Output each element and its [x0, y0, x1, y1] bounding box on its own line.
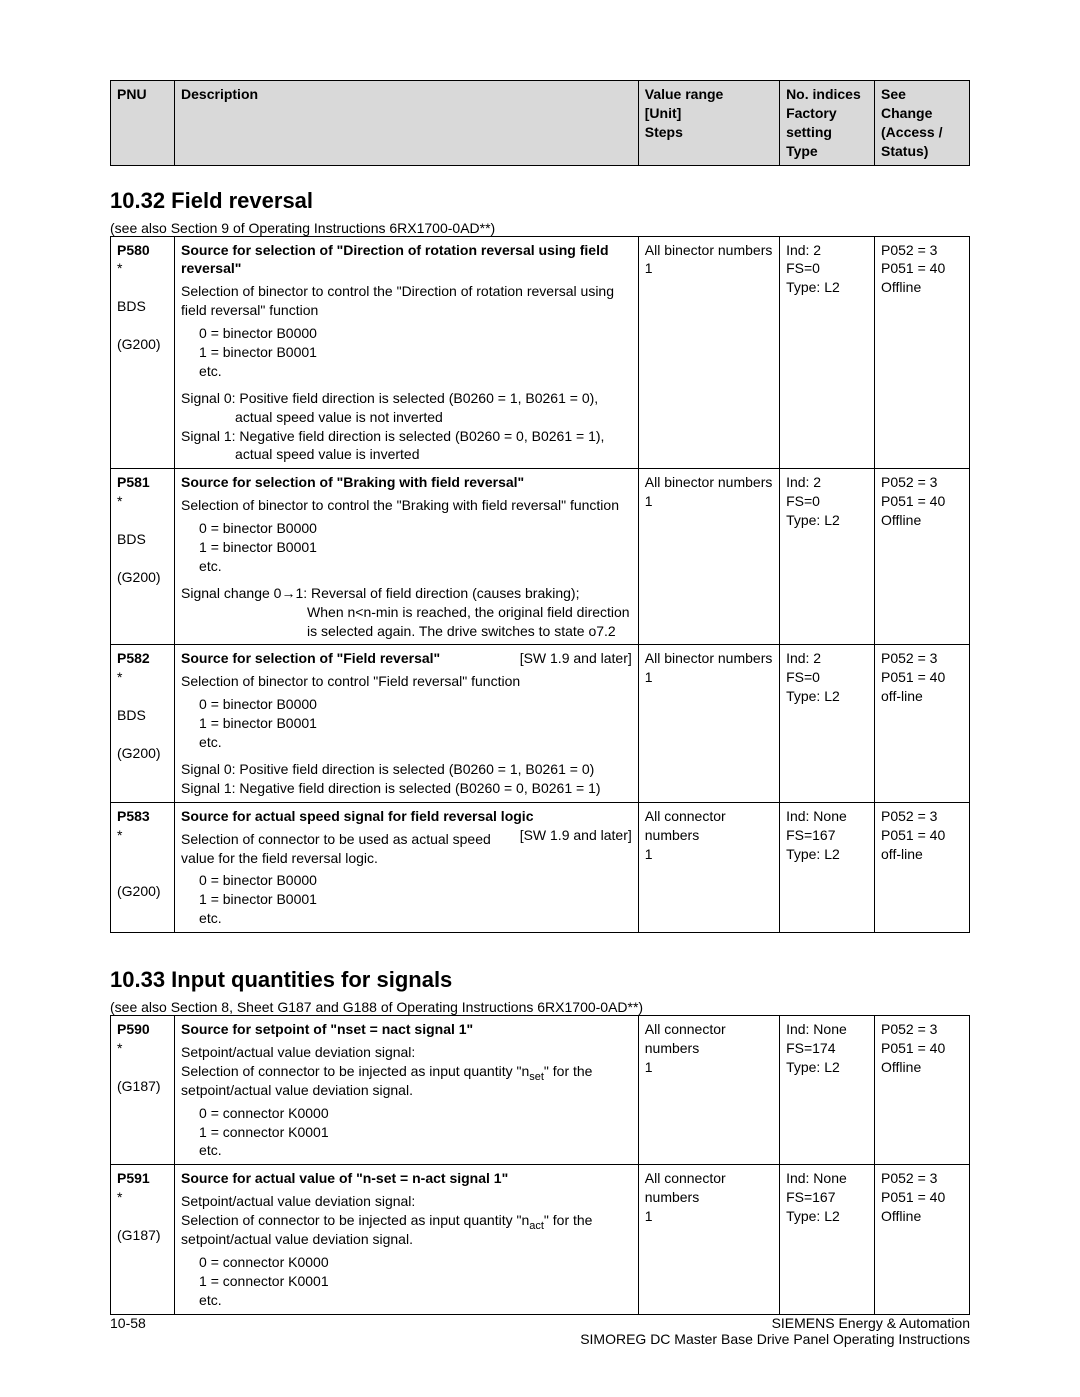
section-note: (see also Section 9 of Operating Instruc… — [110, 220, 970, 236]
pnu-cell: P583*(G200) — [111, 802, 175, 932]
table-header-row: PNU Description Value range[Unit]Steps N… — [111, 81, 970, 166]
table-row: P582*BDS(G200)Source for selection of "F… — [111, 645, 970, 802]
pnu-cell: P580*BDS(G200) — [111, 236, 175, 469]
indices-cell: Ind: 2FS=0Type: L2 — [780, 469, 875, 645]
footer-doc: SIMOREG DC Master Base Drive Panel Opera… — [580, 1331, 970, 1347]
section-heading-field-reversal: 10.32 Field reversal — [110, 188, 970, 214]
value-range-cell: All binector numbers1 — [638, 469, 779, 645]
see-cell: P052 = 3P051 = 40off-line — [875, 802, 970, 932]
see-cell: P052 = 3P051 = 40Offline — [875, 1016, 970, 1165]
footer-company: SIEMENS Energy & Automation — [580, 1315, 970, 1331]
page: PNU Description Value range[Unit]Steps N… — [0, 0, 1080, 1397]
description-cell: Source for selection of "Direction of ro… — [175, 236, 639, 469]
table-row: P591*(G187)Source for actual value of "n… — [111, 1165, 970, 1314]
description-cell: Source for actual speed signal for field… — [175, 802, 639, 932]
col-ind: No. indicesFactory settingType — [780, 81, 875, 166]
table-row: P583*(G200)Source for actual speed signa… — [111, 802, 970, 932]
page-footer: 10-58 SIEMENS Energy & Automation SIMORE… — [110, 1315, 970, 1347]
value-range-cell: All binector numbers1 — [638, 645, 779, 802]
value-range-cell: All connector numbers1 — [638, 1016, 779, 1165]
section-note-2: (see also Section 8, Sheet G187 and G188… — [110, 999, 970, 1015]
params-table-1: P580*BDS(G200)Source for selection of "D… — [110, 236, 970, 934]
table-row: P580*BDS(G200)Source for selection of "D… — [111, 236, 970, 469]
value-range-cell: All connector numbers1 — [638, 1165, 779, 1314]
pnu-cell: P590*(G187) — [111, 1016, 175, 1165]
indices-cell: Ind: 2FS=0Type: L2 — [780, 236, 875, 469]
header-table: PNU Description Value range[Unit]Steps N… — [110, 80, 970, 166]
indices-cell: Ind: NoneFS=174Type: L2 — [780, 1016, 875, 1165]
params-table-2: P590*(G187)Source for setpoint of "nset … — [110, 1015, 970, 1314]
pnu-cell: P581*BDS(G200) — [111, 469, 175, 645]
indices-cell: Ind: NoneFS=167Type: L2 — [780, 1165, 875, 1314]
pnu-cell: P582*BDS(G200) — [111, 645, 175, 802]
see-cell: P052 = 3P051 = 40off-line — [875, 645, 970, 802]
value-range-cell: All connector numbers1 — [638, 802, 779, 932]
table-row: P590*(G187)Source for setpoint of "nset … — [111, 1016, 970, 1165]
col-see: SeeChange(Access / Status) — [875, 81, 970, 166]
see-cell: P052 = 3P051 = 40Offline — [875, 1165, 970, 1314]
section-heading-input-quantities: 10.33 Input quantities for signals — [110, 967, 970, 993]
description-cell: Source for setpoint of "nset = nact sign… — [175, 1016, 639, 1165]
see-cell: P052 = 3P051 = 40Offline — [875, 236, 970, 469]
description-cell: Source for actual value of "n-set = n-ac… — [175, 1165, 639, 1314]
col-desc: Description — [175, 81, 639, 166]
indices-cell: Ind: 2FS=0Type: L2 — [780, 645, 875, 802]
value-range-cell: All binector numbers1 — [638, 236, 779, 469]
see-cell: P052 = 3P051 = 40Offline — [875, 469, 970, 645]
col-range: Value range[Unit]Steps — [638, 81, 779, 166]
description-cell: Source for selection of "Braking with fi… — [175, 469, 639, 645]
page-number: 10-58 — [110, 1315, 146, 1331]
description-cell: Source for selection of "Field reversal"… — [175, 645, 639, 802]
pnu-cell: P591*(G187) — [111, 1165, 175, 1314]
col-pnu: PNU — [111, 81, 175, 166]
indices-cell: Ind: NoneFS=167Type: L2 — [780, 802, 875, 932]
table-row: P581*BDS(G200)Source for selection of "B… — [111, 469, 970, 645]
